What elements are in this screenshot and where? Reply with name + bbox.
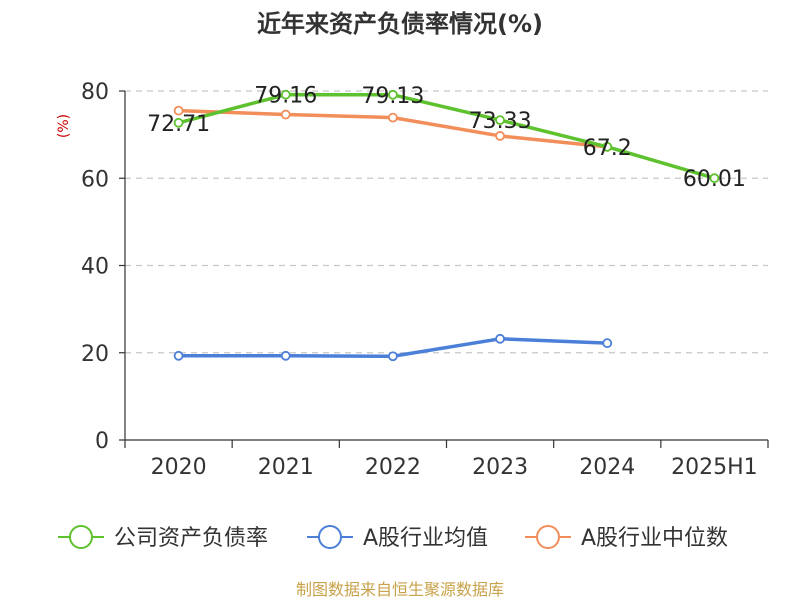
y-tick-label: 80 [81,80,109,105]
legend-marker-icon [69,525,93,549]
axes: 0 20 40 60 80 2020 2021 2022 2023 2024 2025H1 [81,80,769,480]
data-point [173,350,184,361]
data-point [280,350,291,361]
data-point [495,131,505,141]
data-point [280,89,291,100]
legend-marker-icon [318,525,342,549]
y-axis-unit: (%) [56,114,72,138]
legend-label: 公司资产负债率 [114,526,268,551]
legend-item-2[interactable]: A股行业中位数 [525,525,728,551]
x-tick-label: 2022 [365,455,421,480]
data-labels: 72.71 79.16 79.13 73.33 67.2 60.01 [147,84,746,193]
data-point [495,115,505,125]
legend[interactable]: 公司资产负债率 A股行业均值 A股行业中位数 [58,525,728,551]
series-2 [173,105,613,152]
y-tick-label: 40 [81,255,109,280]
data-point [388,89,398,100]
data-label: 60.01 [683,167,746,192]
source-note: 制图数据来自恒生聚源数据库 [296,580,504,599]
data-point [173,105,184,116]
data-point [709,173,720,184]
data-point [602,338,613,349]
series-1 [173,333,613,362]
data-point [495,333,505,344]
legend-item-1[interactable]: A股行业均值 [307,525,488,551]
series-line [176,92,717,180]
legend-label: A股行业均值 [363,526,488,551]
data-label: 79.16 [254,84,317,109]
x-tick-label: 2023 [472,455,528,480]
x-tick-label: 2024 [579,455,635,480]
legend-label: A股行业中位数 [581,526,728,551]
x-tick-label: 2025H1 [671,455,758,480]
series-0 [173,89,720,184]
data-point [388,112,398,123]
data-label: 67.2 [583,136,632,161]
y-tick-label: 20 [81,342,109,367]
x-tick-label: 2021 [258,455,314,480]
y-tick-label: 0 [95,429,109,454]
data-label: 72.71 [147,112,210,137]
legend-item-0[interactable]: 公司资产负债率 [58,525,268,551]
series [173,89,720,362]
x-tick-label: 2020 [151,455,207,480]
data-point [173,117,184,128]
y-tick-label: 60 [81,167,109,192]
data-point [388,351,398,362]
data-label: 73.33 [469,109,532,134]
chart-title: 近年来资产负债率情况(%) [257,10,543,38]
data-label: 79.13 [361,84,424,109]
data-point [602,141,613,152]
grid [125,90,768,354]
legend-marker-icon [536,525,560,549]
data-point [280,109,291,120]
